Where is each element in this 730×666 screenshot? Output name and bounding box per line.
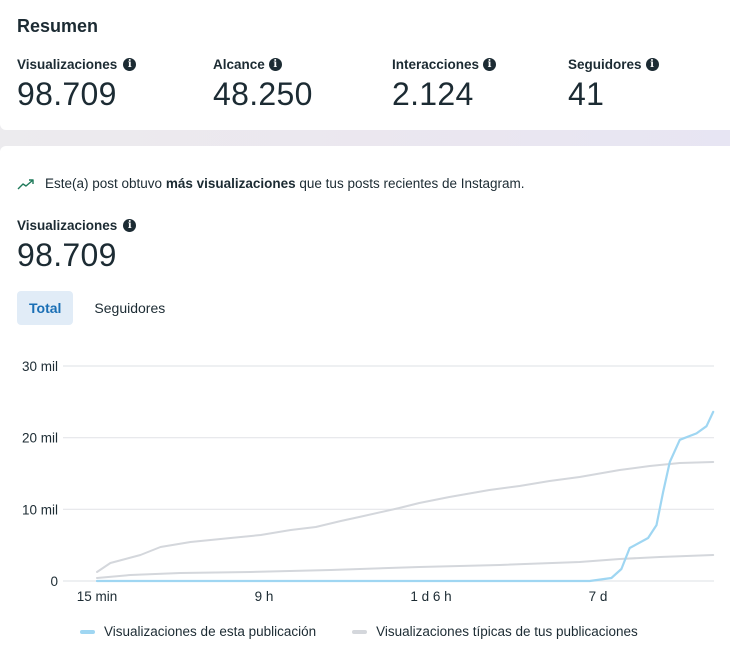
metric-interactions: Interacciones i 2.124: [392, 55, 497, 113]
series-line-typical-lower[interactable]: [96, 554, 715, 579]
info-icon[interactable]: i: [645, 57, 659, 71]
metric-reach: Alcance i 48.250: [213, 55, 313, 113]
x-tick-label: 1 d 6 h: [410, 589, 451, 604]
y-tick-label: 10 mil: [22, 502, 58, 517]
metric-value: 48.250: [213, 76, 313, 112]
tab-total[interactable]: Total: [17, 291, 74, 325]
tab-followers[interactable]: Seguidores: [94, 300, 166, 316]
x-tick-label: 15 min: [77, 589, 118, 604]
metric-views: Visualizaciones i 98.709: [17, 55, 137, 113]
insight-banner: Este(a) post obtuvo más visualizaciones …: [17, 176, 525, 191]
metric-label: Alcance: [213, 56, 265, 72]
views-card: Este(a) post obtuvo más visualizaciones …: [0, 146, 730, 666]
x-tick-label: 7 d: [589, 589, 608, 604]
view-tabs: Total Seguidores: [17, 291, 182, 325]
y-tick-label: 30 mil: [22, 359, 58, 374]
legend-swatch: [80, 629, 95, 634]
views-line-chart: 0 10 mil 20 mil 30 mil 15 min 9 h 1 d 6 h 7 d: [22, 359, 715, 604]
series-line-typical-upper[interactable]: [96, 461, 715, 573]
metric-value: 41: [568, 76, 605, 112]
trending-up-icon: [17, 178, 34, 189]
metric-label: Interacciones: [392, 56, 480, 72]
legend-item-typical[interactable]: Visualizaciones típicas de tus publicaci…: [352, 624, 638, 639]
metric-label: Seguidores: [568, 56, 642, 72]
metric-label: Visualizaciones: [17, 56, 118, 72]
info-icon[interactable]: i: [123, 218, 137, 232]
y-tick-label: 20 mil: [22, 431, 58, 446]
metric-label: Visualizaciones: [17, 217, 118, 233]
views-metric: Visualizaciones i 98.709: [17, 216, 137, 274]
summary-card: Resumen Visualizaciones i 98.709 Alcance…: [0, 0, 730, 130]
series-line-this-post[interactable]: [95, 410, 715, 583]
info-icon[interactable]: i: [268, 57, 282, 71]
x-tick-label: 9 h: [255, 589, 274, 604]
metric-value: 98.709: [17, 76, 117, 112]
chart-legend: Visualizaciones de esta publicación Visu…: [80, 624, 638, 639]
legend-label: Visualizaciones de esta publicación: [104, 624, 317, 639]
summary-title: Resumen: [17, 16, 99, 36]
metric-value: 98.709: [17, 237, 117, 273]
insight-text: Este(a) post obtuvo más visualizaciones …: [45, 176, 525, 191]
metric-followers: Seguidores i 41: [568, 55, 659, 113]
y-tick-label: 0: [50, 574, 58, 589]
legend-label: Visualizaciones típicas de tus publicaci…: [376, 624, 638, 639]
legend-item-this-post[interactable]: Visualizaciones de esta publicación: [80, 624, 316, 639]
info-icon[interactable]: i: [483, 57, 497, 71]
info-icon[interactable]: i: [123, 57, 137, 71]
legend-swatch: [352, 629, 368, 634]
metric-value: 2.124: [392, 76, 474, 112]
